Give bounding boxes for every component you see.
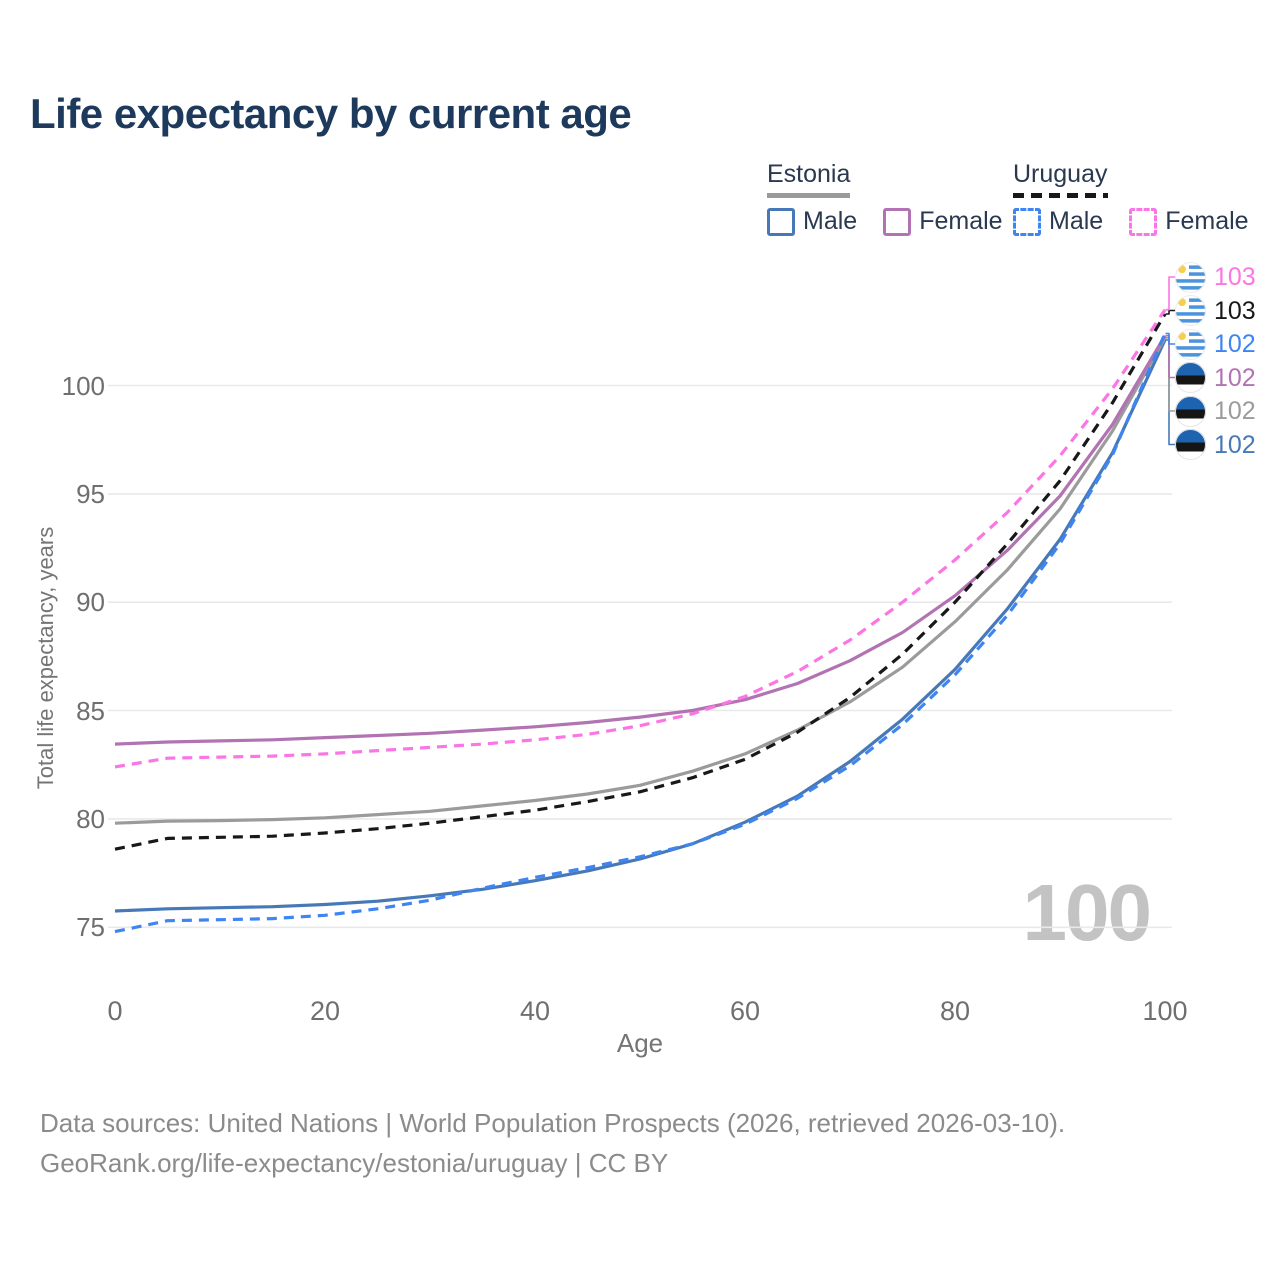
legend-swatch-estonia-female[interactable] (883, 207, 912, 236)
legend-title-uruguay: Uruguay (1013, 160, 1108, 188)
legend-swatch-uruguay-female[interactable] (1129, 207, 1158, 236)
end-label-uruguay-total: 103 (1175, 295, 1256, 327)
x-tick-label-80: 80 (939, 996, 971, 1026)
legend-label-uruguay-female[interactable]: Female (1165, 207, 1249, 235)
y-tick-label-80: 80 (76, 803, 105, 834)
series-line-estonia-male (114, 339, 1167, 913)
y-tick-label-75: 75 (76, 912, 105, 943)
end-label-estonia-male: 102 (1175, 429, 1256, 461)
y-tick-label-100: 100 (61, 370, 105, 401)
uruguay-flag-icon (1175, 295, 1206, 326)
estonia-flag-icon (1175, 395, 1206, 427)
legend-underline-estonia-solid (767, 193, 851, 198)
x-tick-label-0: 0 (107, 996, 123, 1026)
legend-title-estonia: Estonia (767, 160, 851, 188)
end-connector-estonia-female (1165, 334, 1176, 379)
legend-group-uruguay: Uruguay Male Female (1013, 160, 1267, 236)
uruguay-flag-icon (1175, 328, 1206, 360)
series-line-uruguay-total (114, 313, 1167, 851)
x-tick-label-40: 40 (519, 996, 551, 1026)
end-connector-uruguay-male (1165, 332, 1176, 345)
legend-underline-uruguay-dashed (1013, 193, 1108, 198)
x-axis-title: Age (616, 1028, 664, 1058)
end-value-uruguay-total: 103 (1214, 296, 1256, 325)
uruguay-flag-icon (1175, 261, 1206, 293)
y-tick-label-95: 95 (76, 478, 105, 509)
y-tick-label-85: 85 (76, 695, 105, 726)
age-watermark: 100 (1022, 868, 1152, 957)
end-value-estonia-total: 102 (1214, 397, 1256, 425)
data-source-note: Data sources: United Nations | World Pop… (40, 1108, 1066, 1138)
series-line-estonia-female (114, 334, 1167, 746)
end-value-uruguay-female: 103 (1214, 263, 1256, 291)
series-line-uruguay-female (114, 308, 1167, 769)
end-label-uruguay-female: 103 (1175, 261, 1256, 293)
x-tick-label-20: 20 (309, 996, 341, 1026)
end-label-uruguay-male: 102 (1175, 328, 1256, 360)
y-axis-title: Total life expectancy, years (33, 526, 58, 790)
legend-label-estonia-male[interactable]: Male (803, 207, 858, 235)
x-tick-label-100: 100 (1142, 996, 1188, 1026)
end-label-estonia-female: 102 (1175, 362, 1256, 394)
end-value-estonia-male: 102 (1214, 430, 1256, 459)
estonia-flag-icon (1175, 429, 1206, 460)
x-tick-label-60: 60 (729, 996, 761, 1026)
series-line-uruguay-male (114, 332, 1167, 934)
end-label-estonia-total: 102 (1175, 395, 1256, 427)
legend-label-uruguay-male[interactable]: Male (1049, 207, 1104, 235)
legend-label-estonia-female[interactable]: Female (919, 207, 1003, 235)
series-line-estonia-total (114, 337, 1167, 825)
end-value-uruguay-male: 102 (1214, 330, 1256, 358)
legend-swatch-estonia-male[interactable] (767, 207, 795, 236)
end-connector-uruguay-female (1165, 276, 1176, 311)
y-tick-label-90: 90 (76, 587, 105, 618)
end-value-estonia-female: 102 (1214, 363, 1256, 392)
page-title: Life expectancy by current age (30, 90, 632, 137)
legend-swatch-uruguay-male[interactable] (1013, 207, 1041, 236)
legend-group-estonia: Estonia Male Female (767, 160, 1021, 236)
end-connector-uruguay-total (1165, 309, 1176, 315)
estonia-flag-icon (1175, 362, 1206, 393)
attribution-link: GeoRank.org/life-expectancy/estonia/urug… (40, 1148, 669, 1178)
